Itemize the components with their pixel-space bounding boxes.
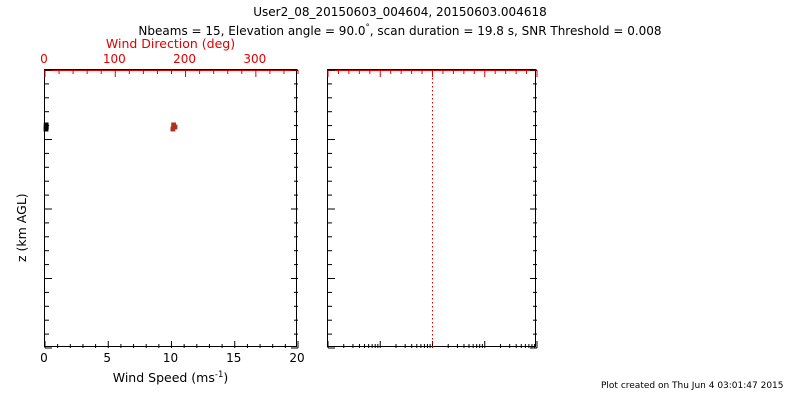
bottom-axis-ticks — [327, 341, 538, 348]
figure-title-line2-post: , scan duration = 19.8 s, SNR Threshold … — [369, 24, 662, 38]
bottom-tick-label: 20 — [289, 351, 305, 365]
bottom-axis-label: Wind Speed (ms-1) — [44, 370, 297, 385]
figure-title-line1: User2_08_20150603_004604, 20150603.00461… — [253, 5, 547, 19]
top-axis-ticks — [327, 70, 538, 77]
top-tick-label: 100 — [102, 52, 126, 66]
bottom-tick-label: 5 — [103, 351, 112, 365]
series-wind-speed — [43, 122, 49, 132]
top-tick-label: 300 — [243, 52, 267, 66]
top-axis-ticks — [44, 70, 299, 77]
bottom-axis-label-base: Wind Speed (ms — [112, 370, 215, 386]
y-axis-label: z (km AGL) — [14, 193, 29, 262]
plot-footer: Plot created on Thu Jun 4 03:01:47 2015 — [601, 381, 784, 391]
bottom-tick-label: 15 — [226, 351, 242, 365]
top-tick-label: 0 — [40, 52, 48, 66]
y-axis-ticks — [328, 69, 537, 349]
top-tick-label: 200 — [173, 52, 196, 66]
top-axis-label: Wind Direction (deg) — [105, 36, 236, 51]
y-axis-ticks — [45, 69, 298, 349]
bottom-axis-label-exponent: -1 — [214, 370, 224, 380]
figure-title-line2: Nbeams = 15, Elevation angle = 90.0°, sc… — [0, 24, 800, 37]
panel-wind — [43, 69, 299, 349]
bottom-tick-label: 0 — [40, 351, 48, 365]
panel-snr — [327, 69, 538, 349]
degree-symbol: ° — [365, 23, 370, 33]
bottom-axis-label-tail: ) — [223, 370, 229, 386]
bottom-axis-ticks — [44, 341, 299, 348]
figure-title-line2-pre: Nbeams = 15, Elevation angle = 90.0 — [138, 24, 366, 38]
bottom-tick-label: 10 — [162, 351, 179, 365]
series-wind-direction — [170, 122, 178, 132]
